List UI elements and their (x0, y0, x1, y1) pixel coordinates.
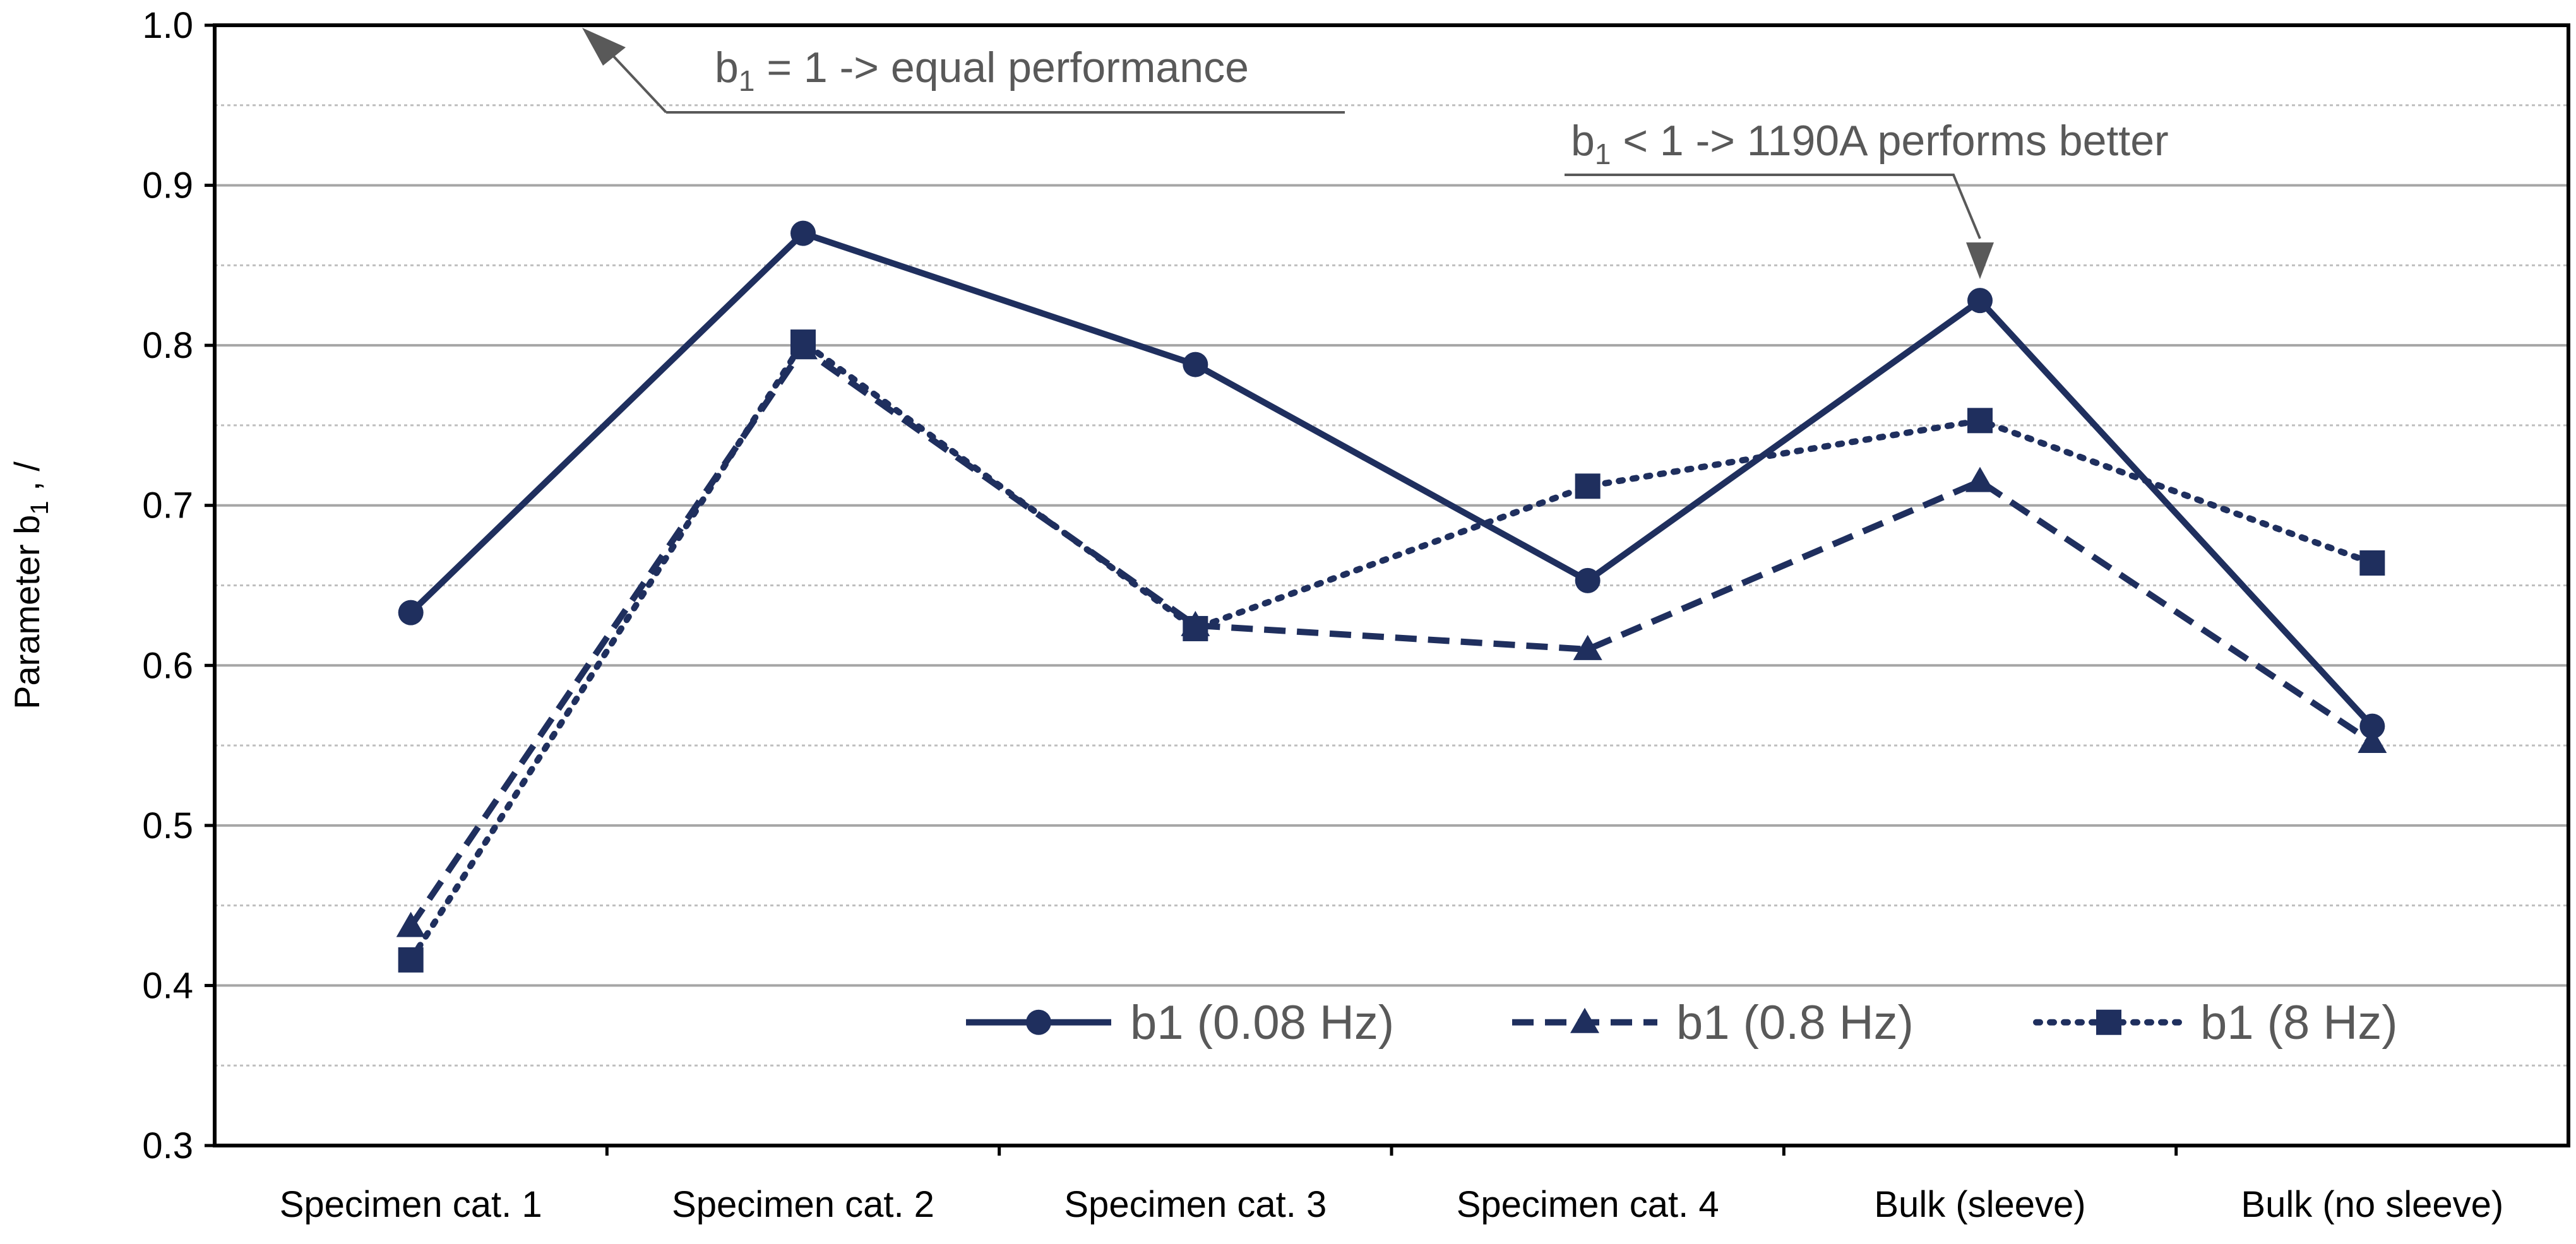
legend: b1 (0.08 Hz) b1 (0.8 Hz) b1 (8 Hz) (966, 996, 2398, 1050)
legend-item: b1 (0.08 Hz) (966, 996, 1394, 1050)
grid (215, 104, 2568, 1067)
x-axis: Specimen cat. 1 Specimen cat. 2 Specimen c… (280, 1146, 2503, 1225)
circle-marker (1967, 288, 1993, 314)
y-tick-label: 0.8 (142, 325, 193, 366)
legend-item: b1 (0.8 Hz) (1512, 996, 1914, 1050)
series-circle (398, 220, 2385, 739)
circle-marker (398, 600, 424, 625)
annotation-equal-performance: b1 = 1 -> equal performance (582, 28, 1345, 114)
series-line (408, 345, 2375, 928)
square-marker (1967, 408, 1993, 434)
square-marker (398, 947, 424, 973)
triangle-marker (1965, 466, 1995, 492)
y-tick-label: 0.4 (142, 965, 193, 1006)
annotation-text: b1 = 1 -> equal performance (715, 44, 1249, 97)
y-axis-title: Parameter b1 , / (7, 461, 54, 709)
square-marker (2359, 550, 2385, 576)
x-category-label: Specimen cat. 3 (1064, 1184, 1327, 1225)
square-marker (1183, 615, 1208, 641)
triangle-marker (2358, 728, 2387, 753)
circle-marker (1183, 352, 1208, 377)
x-category-label: Specimen cat. 1 (280, 1184, 542, 1225)
circle-marker (790, 220, 816, 246)
square-marker (2096, 1009, 2121, 1035)
square-marker (790, 329, 816, 355)
y-tick-label: 1.0 (142, 5, 193, 46)
annotation-leader-line (1946, 174, 1981, 239)
y-axis: 0.3 0.4 0.5 0.6 0.7 0.8 0.9 1.0 (142, 5, 215, 1166)
annotation-text: b1 < 1 -> 1190A performs better (1571, 117, 2169, 170)
annotation-performs-better: b1 < 1 -> 1190A performs better (1565, 117, 2169, 280)
x-category-label: Specimen cat. 2 (672, 1184, 934, 1225)
y-tick-label: 0.6 (142, 645, 193, 686)
x-category-label: Specimen cat. 4 (1457, 1184, 1719, 1225)
series-line (407, 339, 2376, 963)
series-square (398, 329, 2385, 973)
x-category-label: Bulk (sleeve) (1874, 1184, 2085, 1225)
series-layer (396, 220, 2387, 973)
circle-marker (1026, 1009, 1051, 1035)
arrowhead-icon (582, 28, 626, 66)
x-category-label: Bulk (no sleeve) (2241, 1184, 2503, 1225)
legend-item: b1 (8 Hz) (2033, 996, 2398, 1050)
arrowhead-icon (1966, 242, 1994, 280)
triangle-marker (396, 911, 426, 937)
series-line (408, 230, 2375, 729)
circle-marker (1575, 567, 1601, 593)
legend-label: b1 (0.8 Hz) (1676, 996, 1914, 1050)
y-tick-label: 0.3 (142, 1125, 193, 1166)
triangle-marker (1573, 634, 1602, 660)
triangle-marker (1570, 1007, 1599, 1033)
square-marker (1575, 473, 1601, 499)
y-tick-label: 0.9 (142, 165, 193, 206)
y-tick-label: 0.5 (142, 805, 193, 846)
annotation-leader-line (608, 50, 667, 114)
legend-label: b1 (0.08 Hz) (1130, 996, 1394, 1050)
legend-label: b1 (8 Hz) (2200, 996, 2398, 1050)
circle-marker (2359, 713, 2385, 739)
y-tick-label: 0.7 (142, 485, 193, 526)
